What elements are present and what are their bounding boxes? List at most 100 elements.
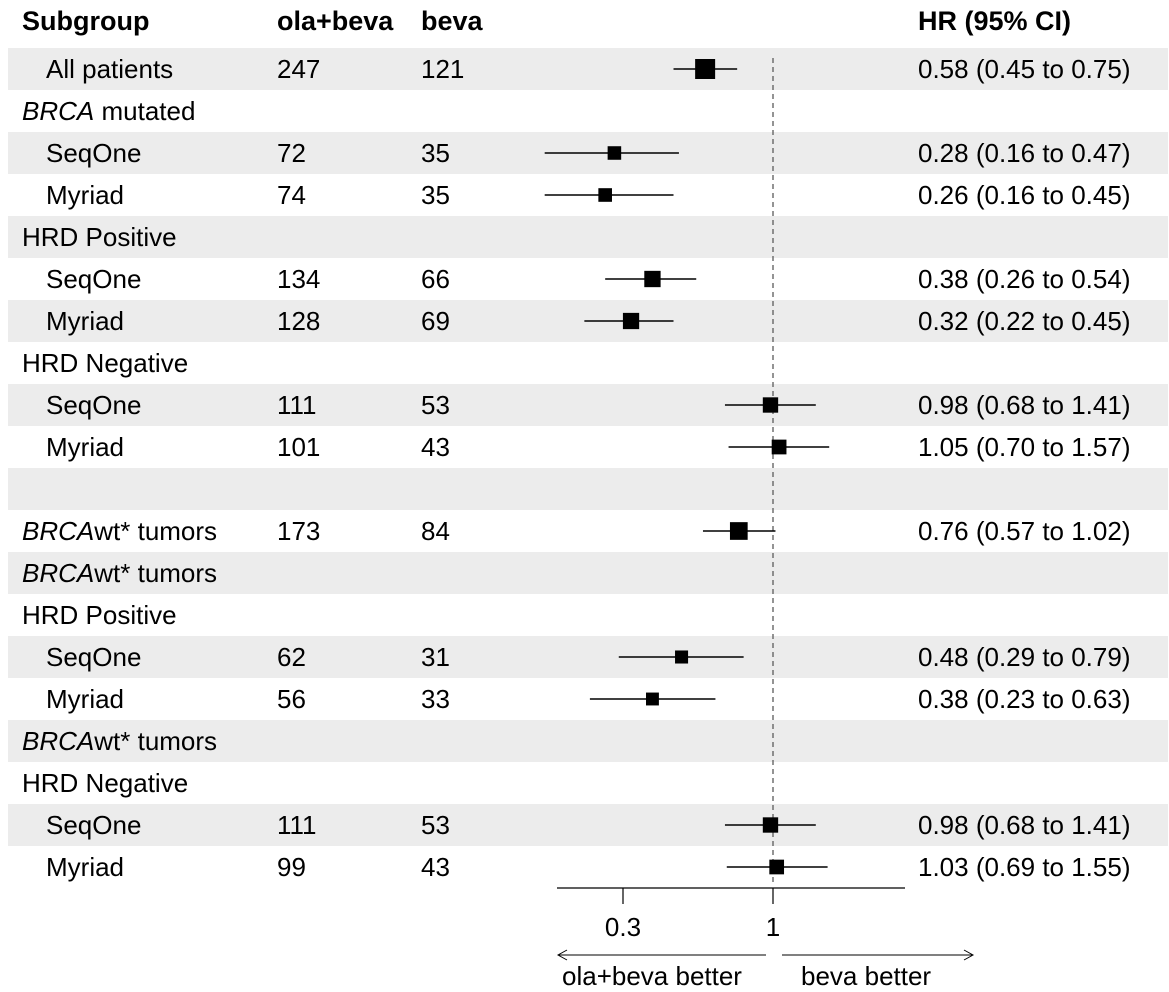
n-ola-beva: 72 xyxy=(277,138,306,168)
subgroup-label-text: HRD Positive xyxy=(22,600,177,630)
n-ola-beva: 134 xyxy=(277,264,321,294)
n-ola-beva: 111 xyxy=(277,810,317,840)
hr-ci-text: 0.48 (0.29 to 0.79) xyxy=(918,642,1131,672)
n-beva: 69 xyxy=(421,306,450,336)
arrow-right-head xyxy=(963,949,975,961)
table-row: All patients 247 121 0.58 (0.45 to 0.75) xyxy=(8,48,1168,90)
table-row: HRD Positive xyxy=(8,594,1168,636)
subgroup-label-text: mutated xyxy=(94,96,196,126)
subgroup-label-text: HRD Negative xyxy=(22,768,189,798)
hr-marker xyxy=(622,312,640,330)
subgroup-label-italic: BRCA xyxy=(22,96,95,126)
subgroup-label-italic: BRCA xyxy=(22,516,95,546)
hr-ci-text: 0.26 (0.16 to 0.45) xyxy=(918,180,1131,210)
subgroup-label: All patients xyxy=(46,48,173,90)
subgroup-label: BRCA mutated xyxy=(22,90,195,132)
subgroup-label-text: Myriad xyxy=(46,306,125,336)
n-beva: 33 xyxy=(421,684,450,714)
n-ola-beva: 56 xyxy=(277,684,306,714)
n-beva: 31 xyxy=(421,642,450,672)
n-ola-beva: 74 xyxy=(277,180,306,210)
subgroup-label: SeqOne xyxy=(46,636,141,678)
hr-ci-text: 1.03 (0.69 to 1.55) xyxy=(918,852,1131,882)
n-beva: 53 xyxy=(421,810,450,840)
hr-ci-text: 0.32 (0.22 to 0.45) xyxy=(918,306,1131,336)
subgroup-label-text: Myriad xyxy=(46,684,125,714)
subgroup-label: SeqOne xyxy=(46,258,141,300)
n-beva: 43 xyxy=(421,852,450,882)
subgroup-label-italic: BRCA xyxy=(22,558,95,588)
subgroup-label: BRCAwt* tumors xyxy=(22,552,217,594)
subgroup-label-text: SeqOne xyxy=(46,810,142,840)
table-row: HRD Negative xyxy=(8,342,1168,384)
n-ola-beva: 173 xyxy=(277,516,321,546)
hr-marker xyxy=(598,188,612,202)
hr-marker xyxy=(729,522,748,540)
table-row: Myriad 74 35 0.26 (0.16 to 0.45) xyxy=(8,174,1168,216)
header-hr-ci: HR (95% CI) xyxy=(918,6,1072,36)
n-beva: 35 xyxy=(421,138,450,168)
n-ola-beva: 62 xyxy=(277,642,306,672)
header-beva: beva xyxy=(421,6,483,36)
hr-ci-text: 0.28 (0.16 to 0.47) xyxy=(918,138,1131,168)
hr-ci-text: 0.98 (0.68 to 1.41) xyxy=(918,810,1131,840)
header-subgroup: Subgroup xyxy=(22,6,150,36)
hr-marker xyxy=(607,146,622,160)
subgroup-label: Myriad xyxy=(46,300,124,342)
n-beva: 121 xyxy=(421,54,465,84)
header-ola-beva: ola+beva xyxy=(277,6,394,36)
hr-marker xyxy=(762,817,779,833)
subgroup-label: BRCAwt* tumors xyxy=(22,510,217,552)
subgroup-label: HRD Positive xyxy=(22,594,177,636)
subgroup-label-text: HRD Positive xyxy=(22,222,177,252)
hr-marker xyxy=(695,59,716,79)
axis-note-left: ola+beva better xyxy=(562,961,742,991)
n-ola-beva: 247 xyxy=(277,54,321,84)
table-row: SeqOne 111 53 0.98 (0.68 to 1.41) xyxy=(8,804,1168,846)
table-row: HRD Positive xyxy=(8,216,1168,258)
subgroup-label: HRD Positive xyxy=(22,216,177,258)
subgroup-label-text: Myriad xyxy=(46,432,125,462)
hr-marker xyxy=(769,859,785,875)
hr-marker xyxy=(771,439,787,455)
table-row: BRCAwt* tumors xyxy=(8,552,1168,594)
subgroup-label-text: SeqOne xyxy=(46,390,142,420)
subgroup-label-text: HRD Negative xyxy=(22,348,189,378)
subgroup-label-text: Myriad xyxy=(46,852,125,882)
subgroup-label: Myriad xyxy=(46,678,124,720)
table-row: BRCAwt* tumors 173 84 0.76 (0.57 to 1.02) xyxy=(8,510,1168,552)
hr-marker xyxy=(675,650,689,664)
subgroup-label: HRD Negative xyxy=(22,762,188,804)
subgroup-label: Myriad xyxy=(46,174,124,216)
n-beva: 53 xyxy=(421,390,450,420)
hr-ci-text: 0.98 (0.68 to 1.41) xyxy=(918,390,1131,420)
subgroup-label-text: SeqOne xyxy=(46,642,142,672)
subgroup-label-text: wt* tumors xyxy=(94,558,218,588)
table-row: SeqOne 134 66 0.38 (0.26 to 0.54) xyxy=(8,258,1168,300)
subgroup-label: SeqOne xyxy=(46,804,141,846)
table-row: Myriad 56 33 0.38 (0.23 to 0.63) xyxy=(8,678,1168,720)
subgroup-label-text: wt* tumors xyxy=(94,726,218,756)
subgroup-label: SeqOne xyxy=(46,132,141,174)
n-ola-beva: 111 xyxy=(277,390,317,420)
table-row: SeqOne 62 31 0.48 (0.29 to 0.79) xyxy=(8,636,1168,678)
hr-ci-text: 0.58 (0.45 to 0.75) xyxy=(918,54,1131,84)
hr-marker xyxy=(646,692,659,706)
subgroup-label-text: SeqOne xyxy=(46,138,142,168)
n-ola-beva: 99 xyxy=(277,852,306,882)
n-beva: 35 xyxy=(421,180,450,210)
hr-ci-text: 1.05 (0.70 to 1.57) xyxy=(918,432,1131,462)
hr-marker xyxy=(644,270,661,288)
subgroup-label-text: Myriad xyxy=(46,180,125,210)
table-row xyxy=(8,468,1168,510)
table-row: BRCAwt* tumors xyxy=(8,720,1168,762)
n-ola-beva: 101 xyxy=(277,432,321,462)
hr-marker xyxy=(762,397,779,413)
subgroup-label-text: wt* tumors xyxy=(94,516,218,546)
table-row: HRD Negative xyxy=(8,762,1168,804)
subgroup-label: SeqOne xyxy=(46,384,141,426)
hr-ci-text: 0.38 (0.26 to 0.54) xyxy=(918,264,1131,294)
n-beva: 84 xyxy=(421,516,450,546)
n-beva: 66 xyxy=(421,264,450,294)
